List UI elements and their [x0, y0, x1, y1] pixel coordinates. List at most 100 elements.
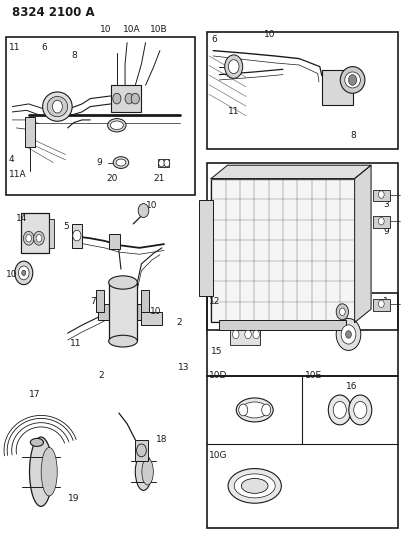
Text: 11: 11 [227, 108, 238, 116]
Ellipse shape [108, 276, 137, 289]
Bar [141, 290, 148, 312]
Circle shape [15, 261, 33, 285]
Bar [198, 200, 213, 296]
Ellipse shape [47, 96, 67, 117]
Bar [219, 320, 346, 330]
Text: 14: 14 [16, 214, 28, 223]
Text: 10: 10 [145, 201, 157, 209]
Text: 7: 7 [90, 297, 96, 305]
Text: 10: 10 [100, 25, 112, 34]
Circle shape [335, 304, 348, 320]
Text: 3: 3 [382, 200, 388, 208]
Bar [141, 312, 162, 325]
Ellipse shape [30, 438, 43, 447]
Circle shape [138, 204, 148, 217]
Text: 10: 10 [6, 270, 18, 279]
Text: 11A: 11A [9, 171, 27, 179]
Circle shape [345, 330, 351, 338]
Circle shape [232, 330, 238, 339]
Text: 10E: 10E [305, 372, 322, 380]
Circle shape [224, 55, 242, 78]
Bar [372, 299, 389, 311]
Bar [96, 290, 103, 312]
Bar [135, 440, 147, 461]
Circle shape [353, 401, 366, 418]
Bar [372, 190, 389, 201]
Bar [229, 330, 260, 345]
Circle shape [52, 100, 62, 113]
Text: 18: 18 [155, 435, 167, 444]
Circle shape [378, 300, 383, 308]
Bar [110, 85, 141, 112]
Bar [211, 179, 354, 322]
Text: 9: 9 [96, 158, 102, 167]
Polygon shape [354, 165, 370, 322]
Circle shape [73, 230, 81, 241]
Ellipse shape [142, 458, 153, 485]
Text: 5: 5 [63, 222, 69, 231]
Ellipse shape [116, 159, 126, 166]
Circle shape [339, 308, 344, 316]
Circle shape [333, 401, 346, 418]
Circle shape [112, 93, 121, 104]
Text: 4: 4 [112, 238, 118, 247]
Circle shape [378, 217, 383, 225]
Bar [207, 293, 397, 376]
Ellipse shape [41, 448, 57, 496]
Ellipse shape [227, 469, 281, 503]
Circle shape [328, 395, 351, 425]
Text: 10A: 10A [123, 25, 140, 34]
Circle shape [348, 395, 371, 425]
Ellipse shape [135, 453, 151, 490]
Text: 17: 17 [29, 390, 40, 399]
Ellipse shape [241, 479, 267, 494]
Text: 6: 6 [211, 36, 216, 44]
Bar [20, 213, 49, 253]
Text: 10: 10 [264, 30, 275, 39]
Ellipse shape [339, 67, 364, 93]
Bar [321, 70, 352, 105]
Circle shape [340, 325, 355, 344]
Ellipse shape [108, 335, 137, 347]
Text: 19: 19 [67, 494, 79, 503]
Text: 8324 2100 A: 8324 2100 A [12, 6, 95, 19]
Bar [25, 117, 35, 147]
Text: 6: 6 [41, 44, 47, 52]
Ellipse shape [110, 121, 123, 130]
Text: 9: 9 [382, 228, 388, 236]
Circle shape [125, 93, 133, 104]
Text: 11: 11 [70, 340, 81, 348]
Text: 10B: 10B [149, 25, 167, 34]
Text: 10D: 10D [209, 372, 227, 380]
Ellipse shape [107, 118, 126, 132]
Circle shape [228, 60, 238, 74]
Bar [372, 216, 389, 228]
Text: 10: 10 [149, 308, 161, 316]
Circle shape [158, 159, 164, 167]
Circle shape [18, 266, 29, 280]
Circle shape [252, 330, 259, 339]
Ellipse shape [113, 157, 128, 168]
Bar [72, 224, 82, 248]
Bar [6, 37, 194, 195]
Bar [207, 376, 397, 528]
Circle shape [348, 75, 356, 85]
Bar [157, 159, 169, 167]
Circle shape [261, 404, 270, 416]
Circle shape [26, 235, 31, 242]
Text: 8: 8 [350, 132, 355, 140]
Text: 11: 11 [9, 44, 20, 52]
Text: 15: 15 [211, 348, 222, 356]
Text: 13: 13 [178, 364, 189, 372]
Ellipse shape [236, 398, 272, 422]
Circle shape [244, 330, 251, 339]
Bar [98, 304, 147, 320]
Polygon shape [211, 165, 370, 179]
Ellipse shape [241, 402, 267, 418]
Circle shape [22, 270, 26, 276]
Ellipse shape [29, 437, 52, 506]
Bar [108, 234, 120, 249]
Circle shape [164, 159, 169, 167]
Circle shape [378, 191, 383, 198]
Bar [108, 282, 137, 341]
